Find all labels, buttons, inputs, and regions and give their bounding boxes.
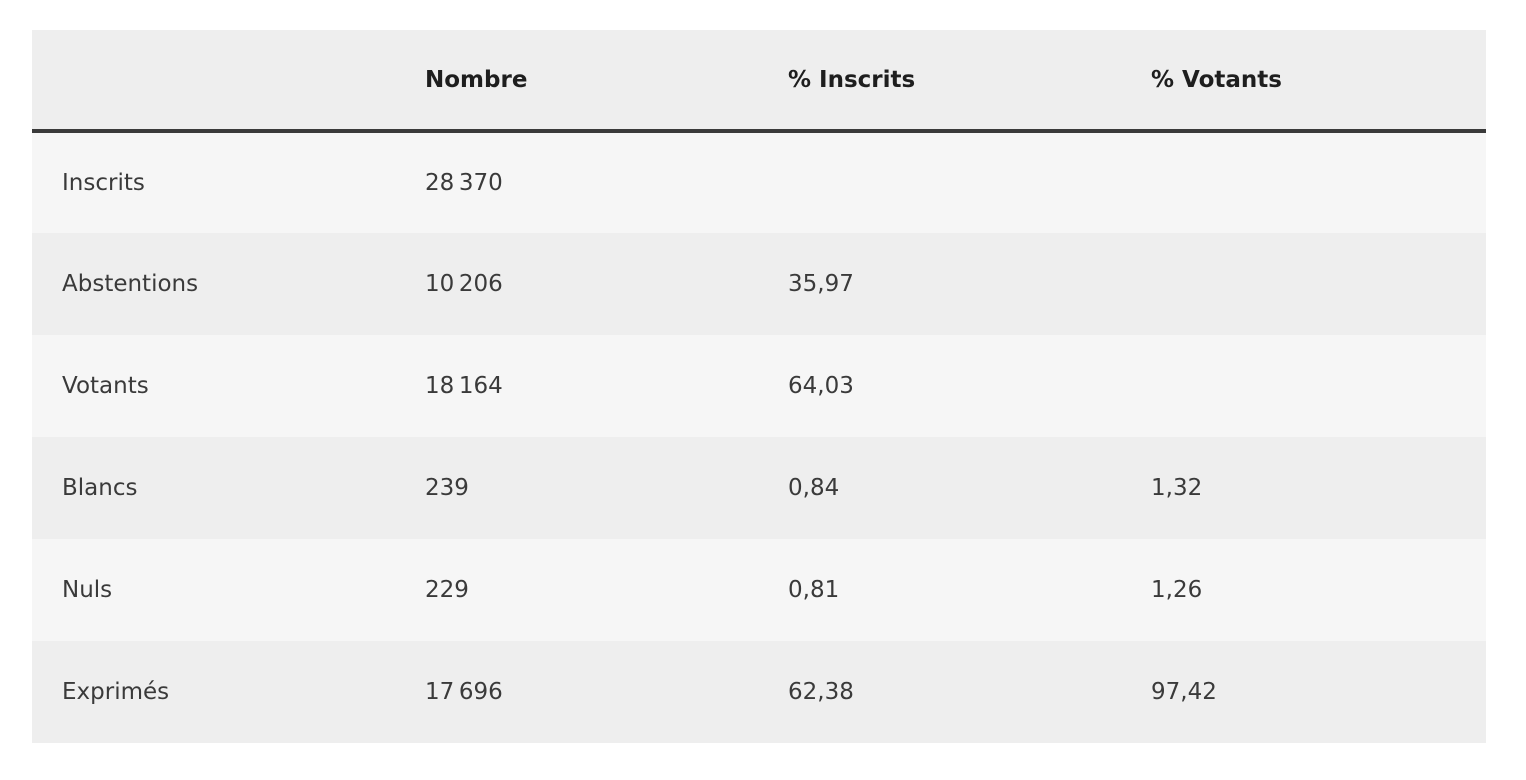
table-cell: 28 370	[425, 170, 503, 196]
table-row: Exprimés 17 696 62,38 97,42	[32, 641, 1486, 743]
table-cell: 35,97	[788, 271, 854, 297]
row-label: Inscrits	[62, 170, 145, 196]
table-cell: 64,03	[788, 373, 854, 399]
table-row: Votants 18 164 64,03	[32, 335, 1486, 437]
table-cell	[1121, 131, 1486, 233]
row-label: Exprimés	[62, 679, 170, 705]
table-cell: 10 206	[425, 271, 503, 297]
table-cell: 18 164	[425, 373, 503, 399]
table-cell: 1,32	[1151, 475, 1203, 501]
table-cell	[1121, 233, 1486, 335]
table-cell: 97,42	[1151, 679, 1217, 705]
results-table: Nombre% Inscrits% Votants Inscrits 28 370…	[32, 30, 1486, 743]
table-cell: 0,81	[788, 577, 840, 603]
table-cell: 239	[425, 475, 469, 501]
row-label: Votants	[62, 373, 149, 399]
table-header: Nombre% Inscrits% Votants	[32, 30, 1486, 133]
table-body: Inscrits 28 370 Abstentions 10 206 35,97 Vota…	[32, 131, 1486, 743]
header-cell: % Votants	[1121, 30, 1486, 133]
table-row: Blancs 239 0,84 1,32	[32, 437, 1486, 539]
row-label: Blancs	[62, 475, 138, 501]
row-label: Abstentions	[62, 271, 199, 297]
header-cell: % Inscrits	[758, 30, 1121, 133]
table-cell: 1,26	[1151, 577, 1203, 603]
row-label: Nuls	[62, 577, 113, 603]
table-cell: 62,38	[788, 679, 854, 705]
table-cell	[758, 131, 1121, 233]
table-row: Inscrits 28 370	[32, 131, 1486, 233]
header-row: Nombre% Inscrits% Votants	[32, 30, 1486, 133]
table-row: Abstentions 10 206 35,97	[32, 233, 1486, 335]
table-cell	[1121, 335, 1486, 437]
header-cell	[32, 30, 395, 133]
table-row: Nuls 229 0,81 1,26	[32, 539, 1486, 641]
header-cell: Nombre	[395, 30, 758, 133]
table-cell: 229	[425, 577, 469, 603]
table-cell: 0,84	[788, 475, 840, 501]
table-cell: 17 696	[425, 679, 503, 705]
